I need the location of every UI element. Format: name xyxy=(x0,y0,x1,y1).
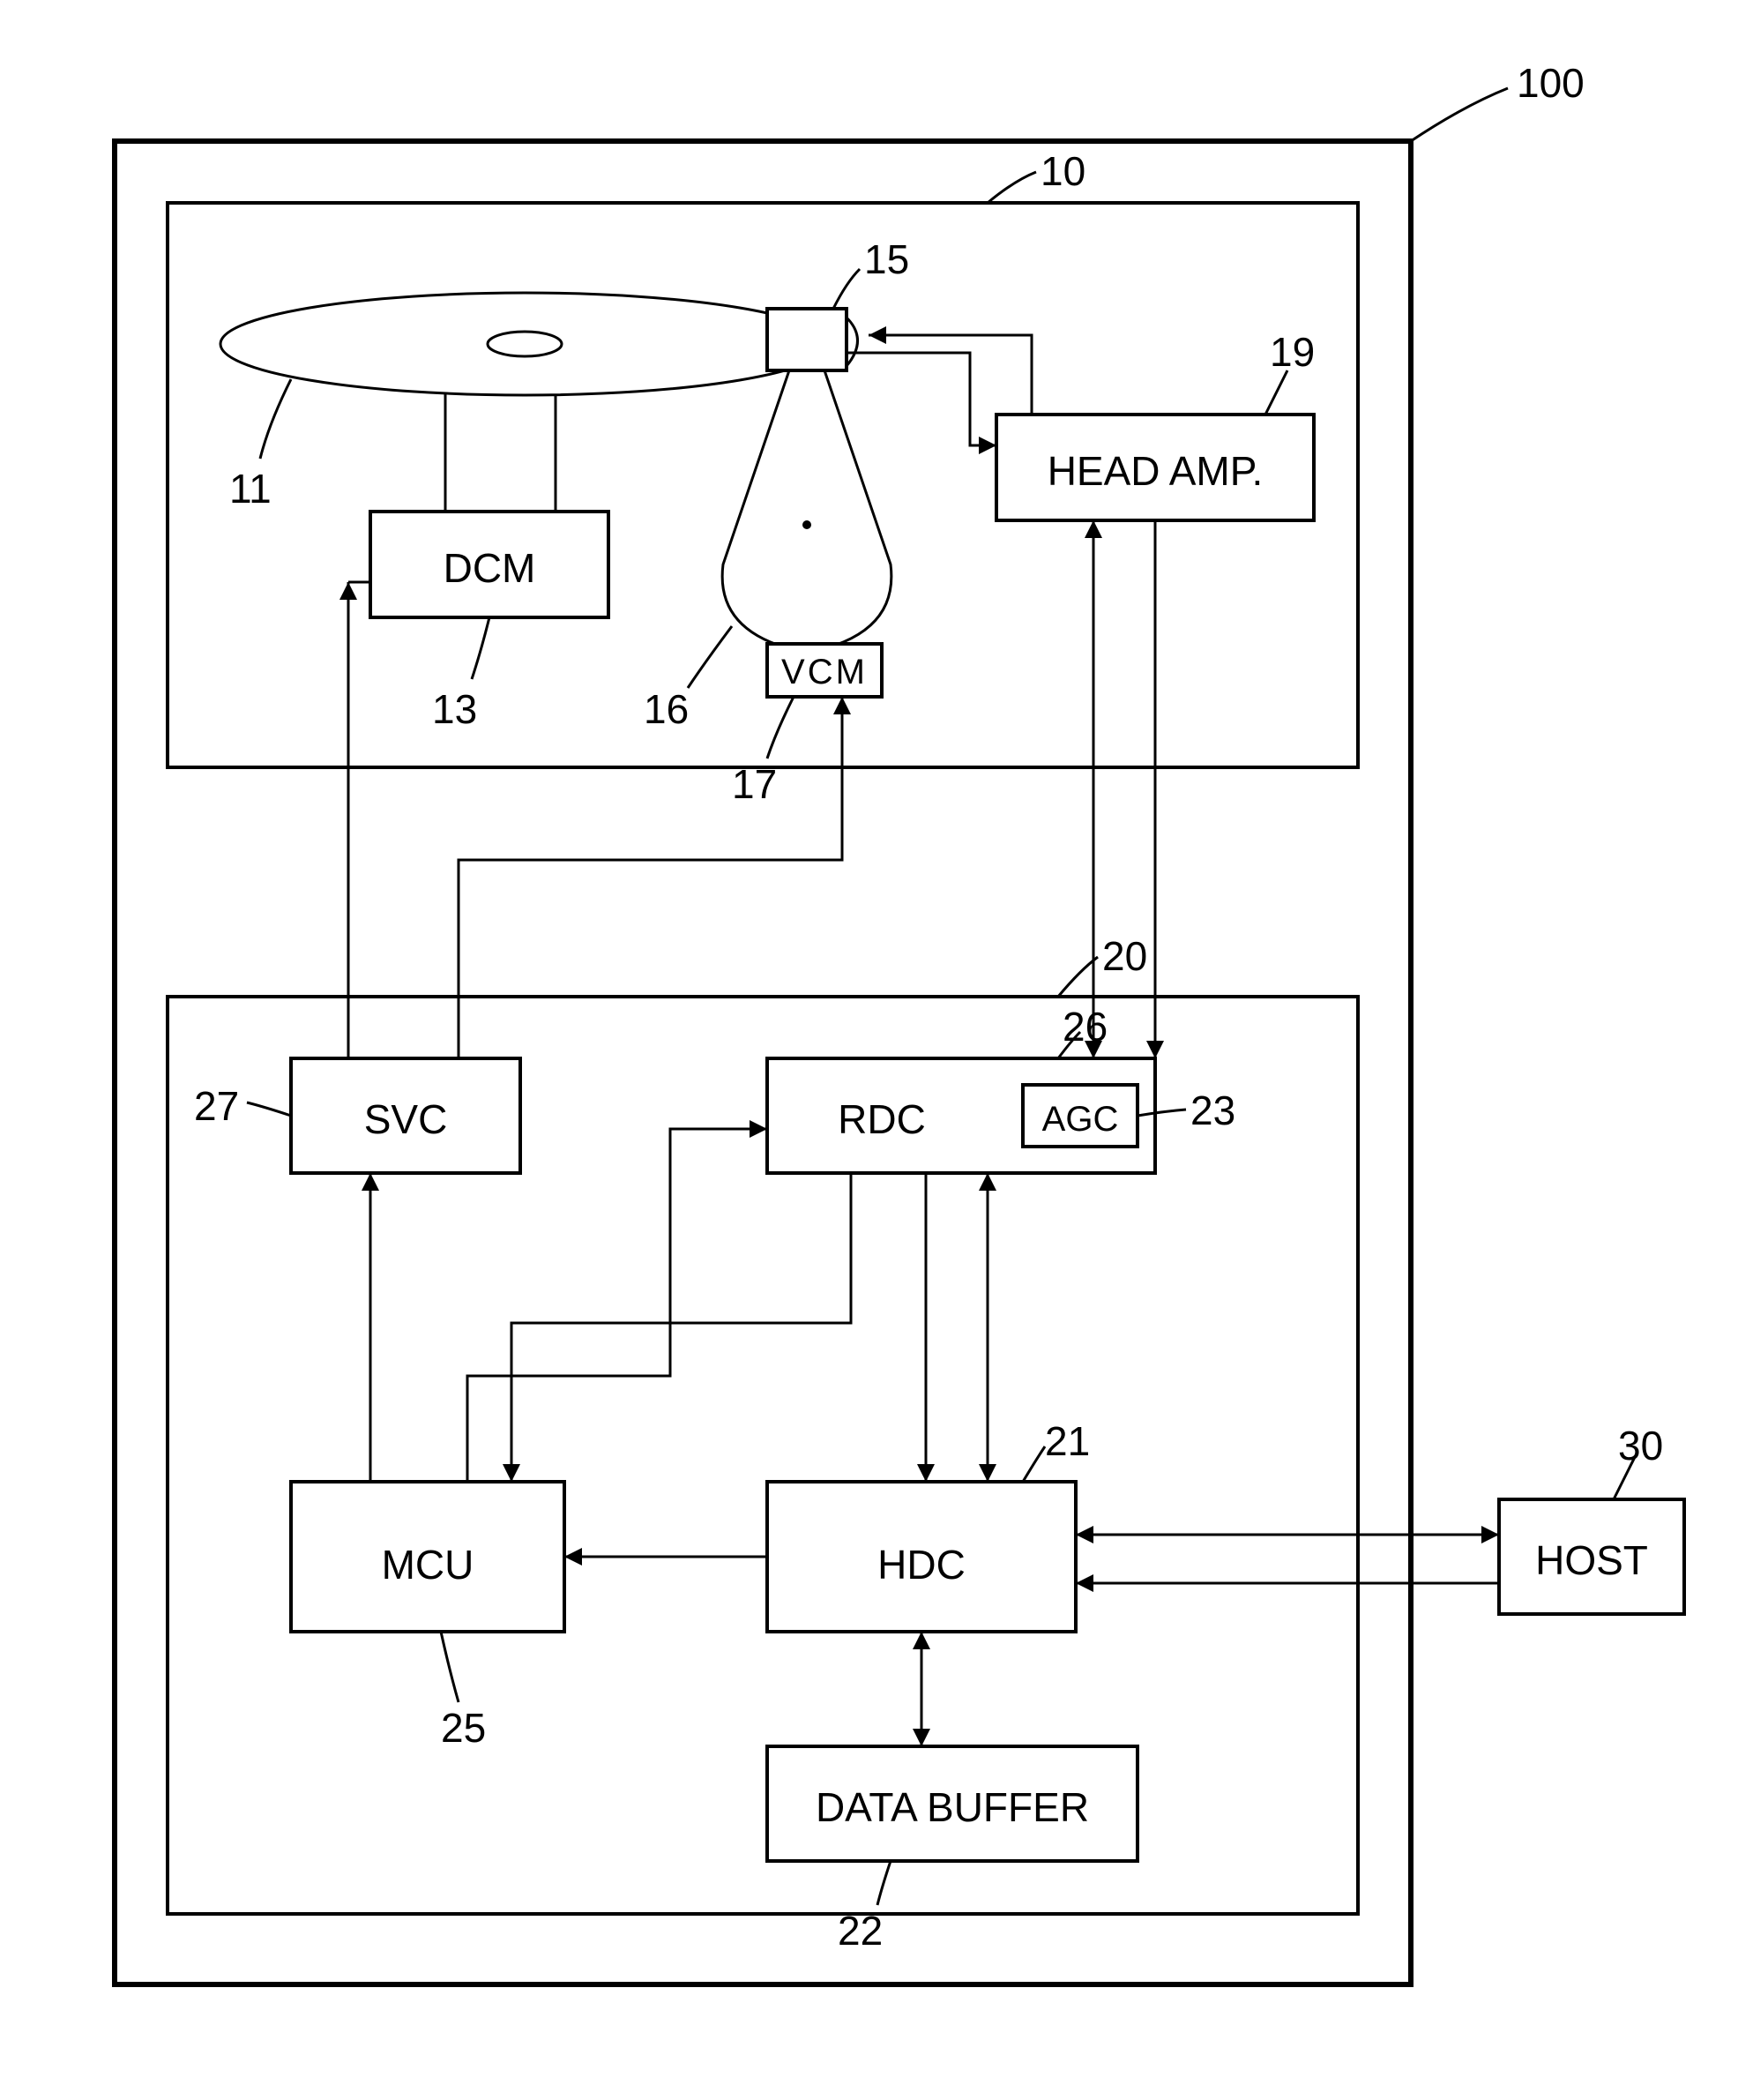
ref-13: 13 xyxy=(432,686,477,732)
dcm-label: DCM xyxy=(444,545,536,591)
ref-27: 27 xyxy=(194,1083,239,1129)
host-label: HOST xyxy=(1535,1537,1648,1583)
ref-25: 25 xyxy=(441,1705,486,1751)
ref-30: 30 xyxy=(1618,1423,1663,1469)
svc-label: SVC xyxy=(364,1096,448,1142)
ref-21: 21 xyxy=(1045,1418,1090,1464)
ref-11: 11 xyxy=(229,466,272,512)
ref-22: 22 xyxy=(838,1908,883,1954)
headamp-label: HEAD AMP. xyxy=(1048,448,1264,494)
rdc-label: RDC xyxy=(838,1096,926,1142)
agc-label: AGC xyxy=(1042,1100,1119,1139)
ref-100: 100 xyxy=(1517,60,1585,106)
actuator-pivot xyxy=(802,520,811,529)
ref-100-leader xyxy=(1411,88,1508,141)
ref-20: 20 xyxy=(1102,933,1147,979)
mcu-label: MCU xyxy=(382,1542,474,1588)
ref-17: 17 xyxy=(732,761,777,807)
ref-16: 16 xyxy=(644,686,689,732)
ref-10: 10 xyxy=(1041,148,1085,194)
head-block xyxy=(767,309,847,370)
ref-23: 23 xyxy=(1190,1087,1235,1133)
ref-15: 15 xyxy=(864,236,909,282)
ref-19: 19 xyxy=(1270,329,1315,375)
hdc-label: HDC xyxy=(877,1542,966,1588)
vcm-label: VCM xyxy=(781,653,868,691)
databuffer-label: DATA BUFFER xyxy=(816,1784,1089,1830)
